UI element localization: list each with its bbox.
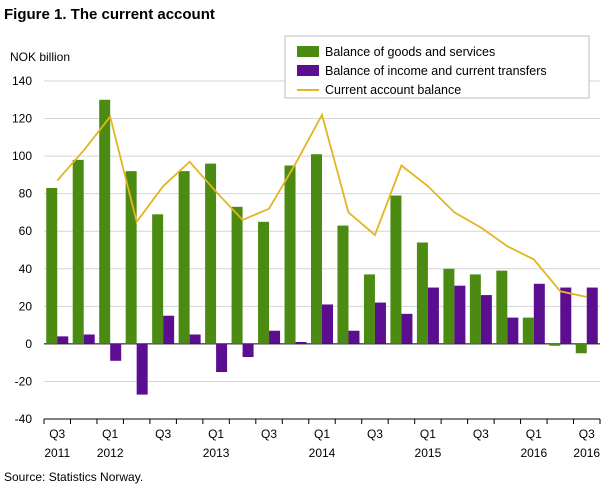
x-tick-label: Q1 xyxy=(526,427,542,441)
x-tick-label: Q1 xyxy=(102,427,118,441)
bars xyxy=(46,99,598,395)
x-tick-label: Q3 xyxy=(367,427,383,441)
chart-title: Figure 1. The current account xyxy=(4,6,215,23)
axes: -40 -20 0 20 40 60 80 100 120 140 Q3 2011 Q1 2012 Q3 Q1… xyxy=(12,74,601,460)
bar-goods-services xyxy=(258,221,270,344)
bar-goods-services xyxy=(416,242,428,344)
bar-income-transfers xyxy=(507,317,519,344)
x-tick-year-label: 2016 xyxy=(573,446,600,460)
bar-goods-services xyxy=(390,195,402,344)
bar-goods-services xyxy=(72,159,84,344)
y-tick-label: 60 xyxy=(19,224,33,238)
bar-goods-services xyxy=(99,99,111,344)
bar-goods-services xyxy=(337,225,349,344)
bar-income-transfers xyxy=(295,342,307,344)
bar-goods-services xyxy=(443,268,455,344)
bar-goods-services xyxy=(311,154,322,344)
y-tick-label: 120 xyxy=(12,112,32,126)
y-tick-label: -40 xyxy=(15,412,33,426)
bar-income-transfers xyxy=(480,295,492,344)
legend-swatch xyxy=(297,65,319,76)
bar-goods-services xyxy=(522,317,534,344)
bar-income-transfers xyxy=(586,287,598,344)
bar-income-transfers xyxy=(533,283,545,344)
legend-label: Balance of income and current transfers xyxy=(325,64,547,78)
x-tick-year-label: 2014 xyxy=(309,446,336,460)
x-tick-label: Q1 xyxy=(314,427,330,441)
x-tick-year-label: 2011 xyxy=(44,446,70,460)
bar-income-transfers xyxy=(454,285,466,344)
bar-goods-services xyxy=(575,343,587,354)
y-tick-label: 140 xyxy=(12,74,32,88)
y-tick-label: 20 xyxy=(19,299,33,313)
bar-goods-services xyxy=(125,171,137,344)
y-tick-label: 40 xyxy=(19,262,33,276)
bar-goods-services xyxy=(549,343,561,346)
bar-goods-services xyxy=(231,206,243,344)
current-account-line xyxy=(56,112,587,298)
x-tick-label: Q1 xyxy=(420,427,436,441)
line-series xyxy=(56,112,587,298)
legend: Balance of goods and services Balance of … xyxy=(284,35,590,99)
legend-box xyxy=(284,35,590,99)
bar-goods-services xyxy=(363,274,375,344)
bar-income-transfers xyxy=(57,336,69,344)
x-tick-label: Q3 xyxy=(579,427,595,441)
bar-income-transfers xyxy=(83,334,95,344)
bar-goods-services xyxy=(496,270,508,344)
chart-source: Source: Statistics Norway. xyxy=(4,470,144,484)
bar-goods-services xyxy=(46,188,58,344)
bar-goods-services xyxy=(284,165,296,344)
bar-income-transfers xyxy=(322,304,333,344)
x-tick-label: Q3 xyxy=(155,427,171,441)
y-tick-label: 100 xyxy=(12,149,32,163)
x-tick-label: Q1 xyxy=(208,427,224,441)
bar-goods-services xyxy=(469,274,481,344)
legend-swatch xyxy=(297,46,319,57)
bar-income-transfers xyxy=(269,330,281,344)
legend-label: Balance of goods and services xyxy=(325,45,495,59)
bar-income-transfers xyxy=(560,287,572,344)
y-tick-label: 80 xyxy=(19,187,33,201)
y-tick-label: -20 xyxy=(15,374,33,388)
legend-label: Current account balance xyxy=(325,83,461,97)
bar-income-transfers xyxy=(401,313,413,344)
bar-income-transfers xyxy=(242,343,254,358)
bar-goods-services xyxy=(152,214,164,344)
bar-goods-services xyxy=(205,163,217,344)
x-tick-label: Q3 xyxy=(261,427,277,441)
bar-goods-services xyxy=(178,171,190,344)
x-tick-year-label: 2015 xyxy=(415,446,442,460)
bar-income-transfers xyxy=(110,343,122,361)
y-axis-label: NOK billion xyxy=(10,50,70,64)
y-tick-label: 0 xyxy=(25,337,32,351)
bar-income-transfers xyxy=(163,315,175,344)
x-tick-year-label: 2016 xyxy=(520,446,547,460)
bar-income-transfers xyxy=(216,343,228,373)
x-tick-label: Q3 xyxy=(49,427,65,441)
bar-income-transfers xyxy=(136,343,148,395)
bar-income-transfers xyxy=(189,334,201,344)
bar-income-transfers xyxy=(427,287,439,344)
x-tick-year-label: 2012 xyxy=(97,446,124,460)
x-tick-label: Q3 xyxy=(473,427,489,441)
bar-income-transfers xyxy=(348,330,360,344)
bar-income-transfers xyxy=(374,302,386,344)
x-tick-year-label: 2013 xyxy=(203,446,230,460)
